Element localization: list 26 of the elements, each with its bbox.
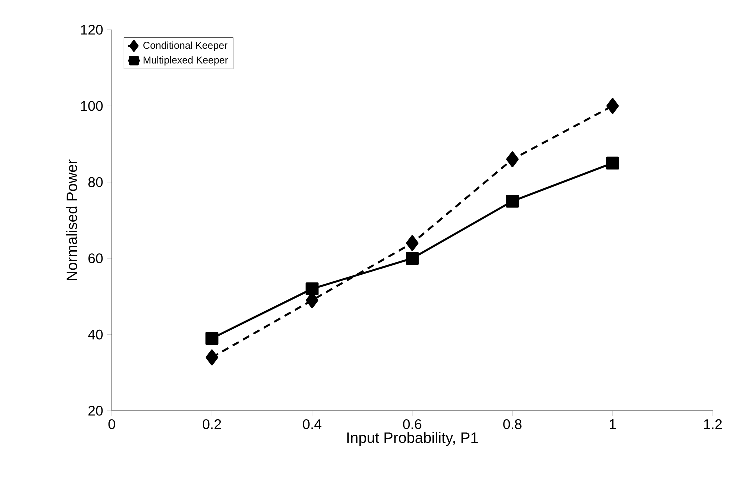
point — [406, 252, 419, 266]
y-tick-label: 100 — [81, 101, 103, 112]
x-tick-label: 0.6 — [403, 419, 422, 430]
legend-label: Conditional Keeper — [144, 42, 228, 52]
x-tick-label: 0 — [108, 419, 116, 430]
y-tick-label: 40 — [88, 330, 103, 340]
y-tick-label: 20 — [88, 406, 103, 416]
y-tick-label: 60 — [88, 254, 103, 264]
point — [206, 350, 218, 366]
point — [206, 332, 219, 346]
x-tick-label: 0.8 — [504, 419, 522, 430]
x-axis-title: Input Probability, P1 — [348, 432, 478, 446]
point — [606, 156, 620, 170]
y-axis-title: Normalised Power — [66, 160, 78, 280]
point — [306, 282, 319, 296]
point — [406, 235, 419, 252]
x-tick-label: 1 — [610, 420, 616, 430]
y-tick-label: 120 — [81, 25, 103, 35]
y-tick-label: 80 — [88, 177, 103, 188]
point — [606, 98, 620, 114]
x-tick-label: 0.4 — [303, 419, 322, 430]
x-tick-label: 0.2 — [203, 419, 222, 430]
legend-label: Multiplexed Keeper — [144, 56, 228, 66]
point — [506, 152, 519, 168]
point — [506, 194, 520, 208]
x-tick-label: 1.2 — [704, 419, 722, 430]
